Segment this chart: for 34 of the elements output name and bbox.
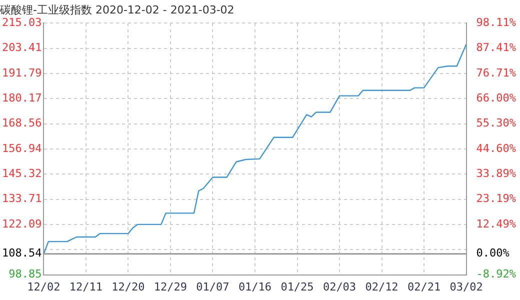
y-tick-label: 191.79 [2, 66, 42, 80]
y-tick-label: 215.03 [2, 16, 42, 30]
y2-tick-label: 12.49% [476, 217, 516, 230]
y2-tick-label: 87.41% [476, 41, 516, 54]
x-tick-label: 03/02 [450, 280, 483, 294]
y2-tick-label: 23.19% [476, 192, 516, 206]
x-tick-label: 01/07 [196, 280, 230, 294]
y2-tick-label: 76.71% [476, 66, 516, 80]
x-tick-label: 01/16 [238, 280, 272, 294]
y2-tick-label: 55.30% [476, 116, 516, 130]
y-tick-label: 180.17 [2, 92, 42, 105]
x-tick-label: 12/11 [69, 280, 103, 294]
y-tick-label: 145.32 [2, 167, 42, 180]
y-tick-label: 108.54 [2, 246, 42, 260]
x-tick-label: 12/29 [154, 280, 188, 294]
y-tick-label: 133.71 [2, 192, 42, 206]
chart-title: 碳酸锂-工业级指数 2020-12-02 - 2021-03-02 [0, 3, 234, 16]
y-tick-label: 122.09 [2, 217, 42, 230]
y-tick-label: 168.56 [2, 116, 42, 130]
x-tick-label: 12/20 [112, 280, 145, 294]
x-tick-label: 12/02 [27, 280, 60, 294]
y-tick-label: 203.41 [2, 41, 42, 54]
y2-tick-label: 66.00% [476, 92, 516, 105]
x-tick-label: 01/25 [280, 280, 314, 294]
x-tick-label: 02/21 [407, 280, 441, 294]
y2-tick-label: 44.60% [476, 142, 516, 155]
y2-tick-label: -8.92% [476, 268, 516, 281]
x-tick-label: 02/12 [365, 280, 398, 294]
y-tick-label: 98.85 [8, 268, 42, 281]
y2-tick-label: 33.89% [476, 167, 516, 180]
x-tick-label: 02/03 [322, 280, 356, 294]
y2-tick-label: 98.11% [476, 16, 516, 30]
y-tick-label: 156.94 [2, 142, 42, 155]
y2-tick-label: 0.00% [476, 246, 510, 260]
